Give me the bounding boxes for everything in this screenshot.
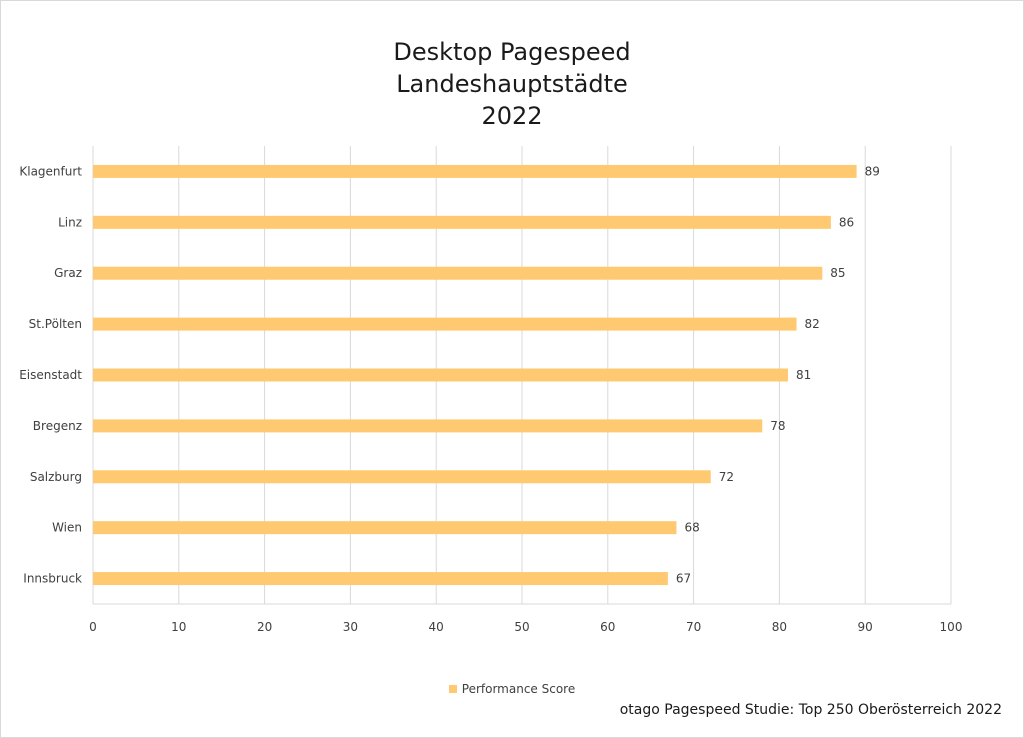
data-label: 81 bbox=[796, 368, 811, 382]
y-tick-label: St.Pölten bbox=[29, 317, 82, 331]
x-tick-label: 70 bbox=[686, 620, 701, 634]
y-tick-label: Linz bbox=[58, 215, 82, 229]
data-label: 72 bbox=[719, 470, 734, 484]
data-label: 67 bbox=[676, 572, 691, 586]
title-line-1: Desktop Pagespeed bbox=[393, 38, 631, 66]
x-tick-label: 30 bbox=[343, 620, 358, 634]
bar bbox=[93, 470, 711, 484]
data-label: 82 bbox=[805, 317, 820, 331]
bar bbox=[93, 521, 677, 535]
legend-swatch bbox=[448, 685, 457, 693]
bar bbox=[93, 419, 763, 433]
x-tick-label: 80 bbox=[772, 620, 787, 634]
bar bbox=[93, 266, 823, 280]
y-tick-label: Salzburg bbox=[30, 470, 82, 484]
bar bbox=[93, 572, 668, 586]
y-tick-label: Innsbruck bbox=[23, 572, 82, 586]
bar bbox=[93, 368, 788, 382]
bar bbox=[93, 317, 797, 331]
data-label: 85 bbox=[830, 266, 845, 280]
data-label: 68 bbox=[684, 521, 699, 535]
chart-title: Desktop Pagespeed Landeshauptstädte 2022 bbox=[0, 36, 1024, 132]
x-tick-label: 40 bbox=[429, 620, 444, 634]
bar bbox=[93, 164, 857, 178]
x-tick-label: 20 bbox=[257, 620, 272, 634]
x-tick-label: 90 bbox=[858, 620, 873, 634]
legend: Performance Score bbox=[0, 682, 1024, 696]
legend-label: Performance Score bbox=[461, 682, 576, 696]
title-line-2: Landeshauptstädte bbox=[396, 70, 628, 98]
title-line-3: 2022 bbox=[481, 102, 543, 130]
data-label: 89 bbox=[865, 164, 880, 178]
bar bbox=[93, 215, 831, 229]
y-tick-label: Bregenz bbox=[33, 419, 82, 433]
y-tick-label: Klagenfurt bbox=[19, 164, 82, 178]
y-tick-label: Wien bbox=[52, 521, 82, 535]
x-tick-label: 10 bbox=[171, 620, 186, 634]
x-tick-label: 100 bbox=[940, 620, 963, 634]
source-note: otago Pagespeed Studie: Top 250 Oberöste… bbox=[619, 702, 1002, 718]
data-label: 86 bbox=[839, 215, 854, 229]
x-tick-label: 60 bbox=[600, 620, 615, 634]
y-tick-label: Graz bbox=[54, 266, 82, 280]
data-label: 78 bbox=[770, 419, 785, 433]
y-tick-label: Eisenstadt bbox=[19, 368, 82, 382]
x-tick-label: 50 bbox=[514, 620, 529, 634]
x-tick-label: 0 bbox=[89, 620, 97, 634]
